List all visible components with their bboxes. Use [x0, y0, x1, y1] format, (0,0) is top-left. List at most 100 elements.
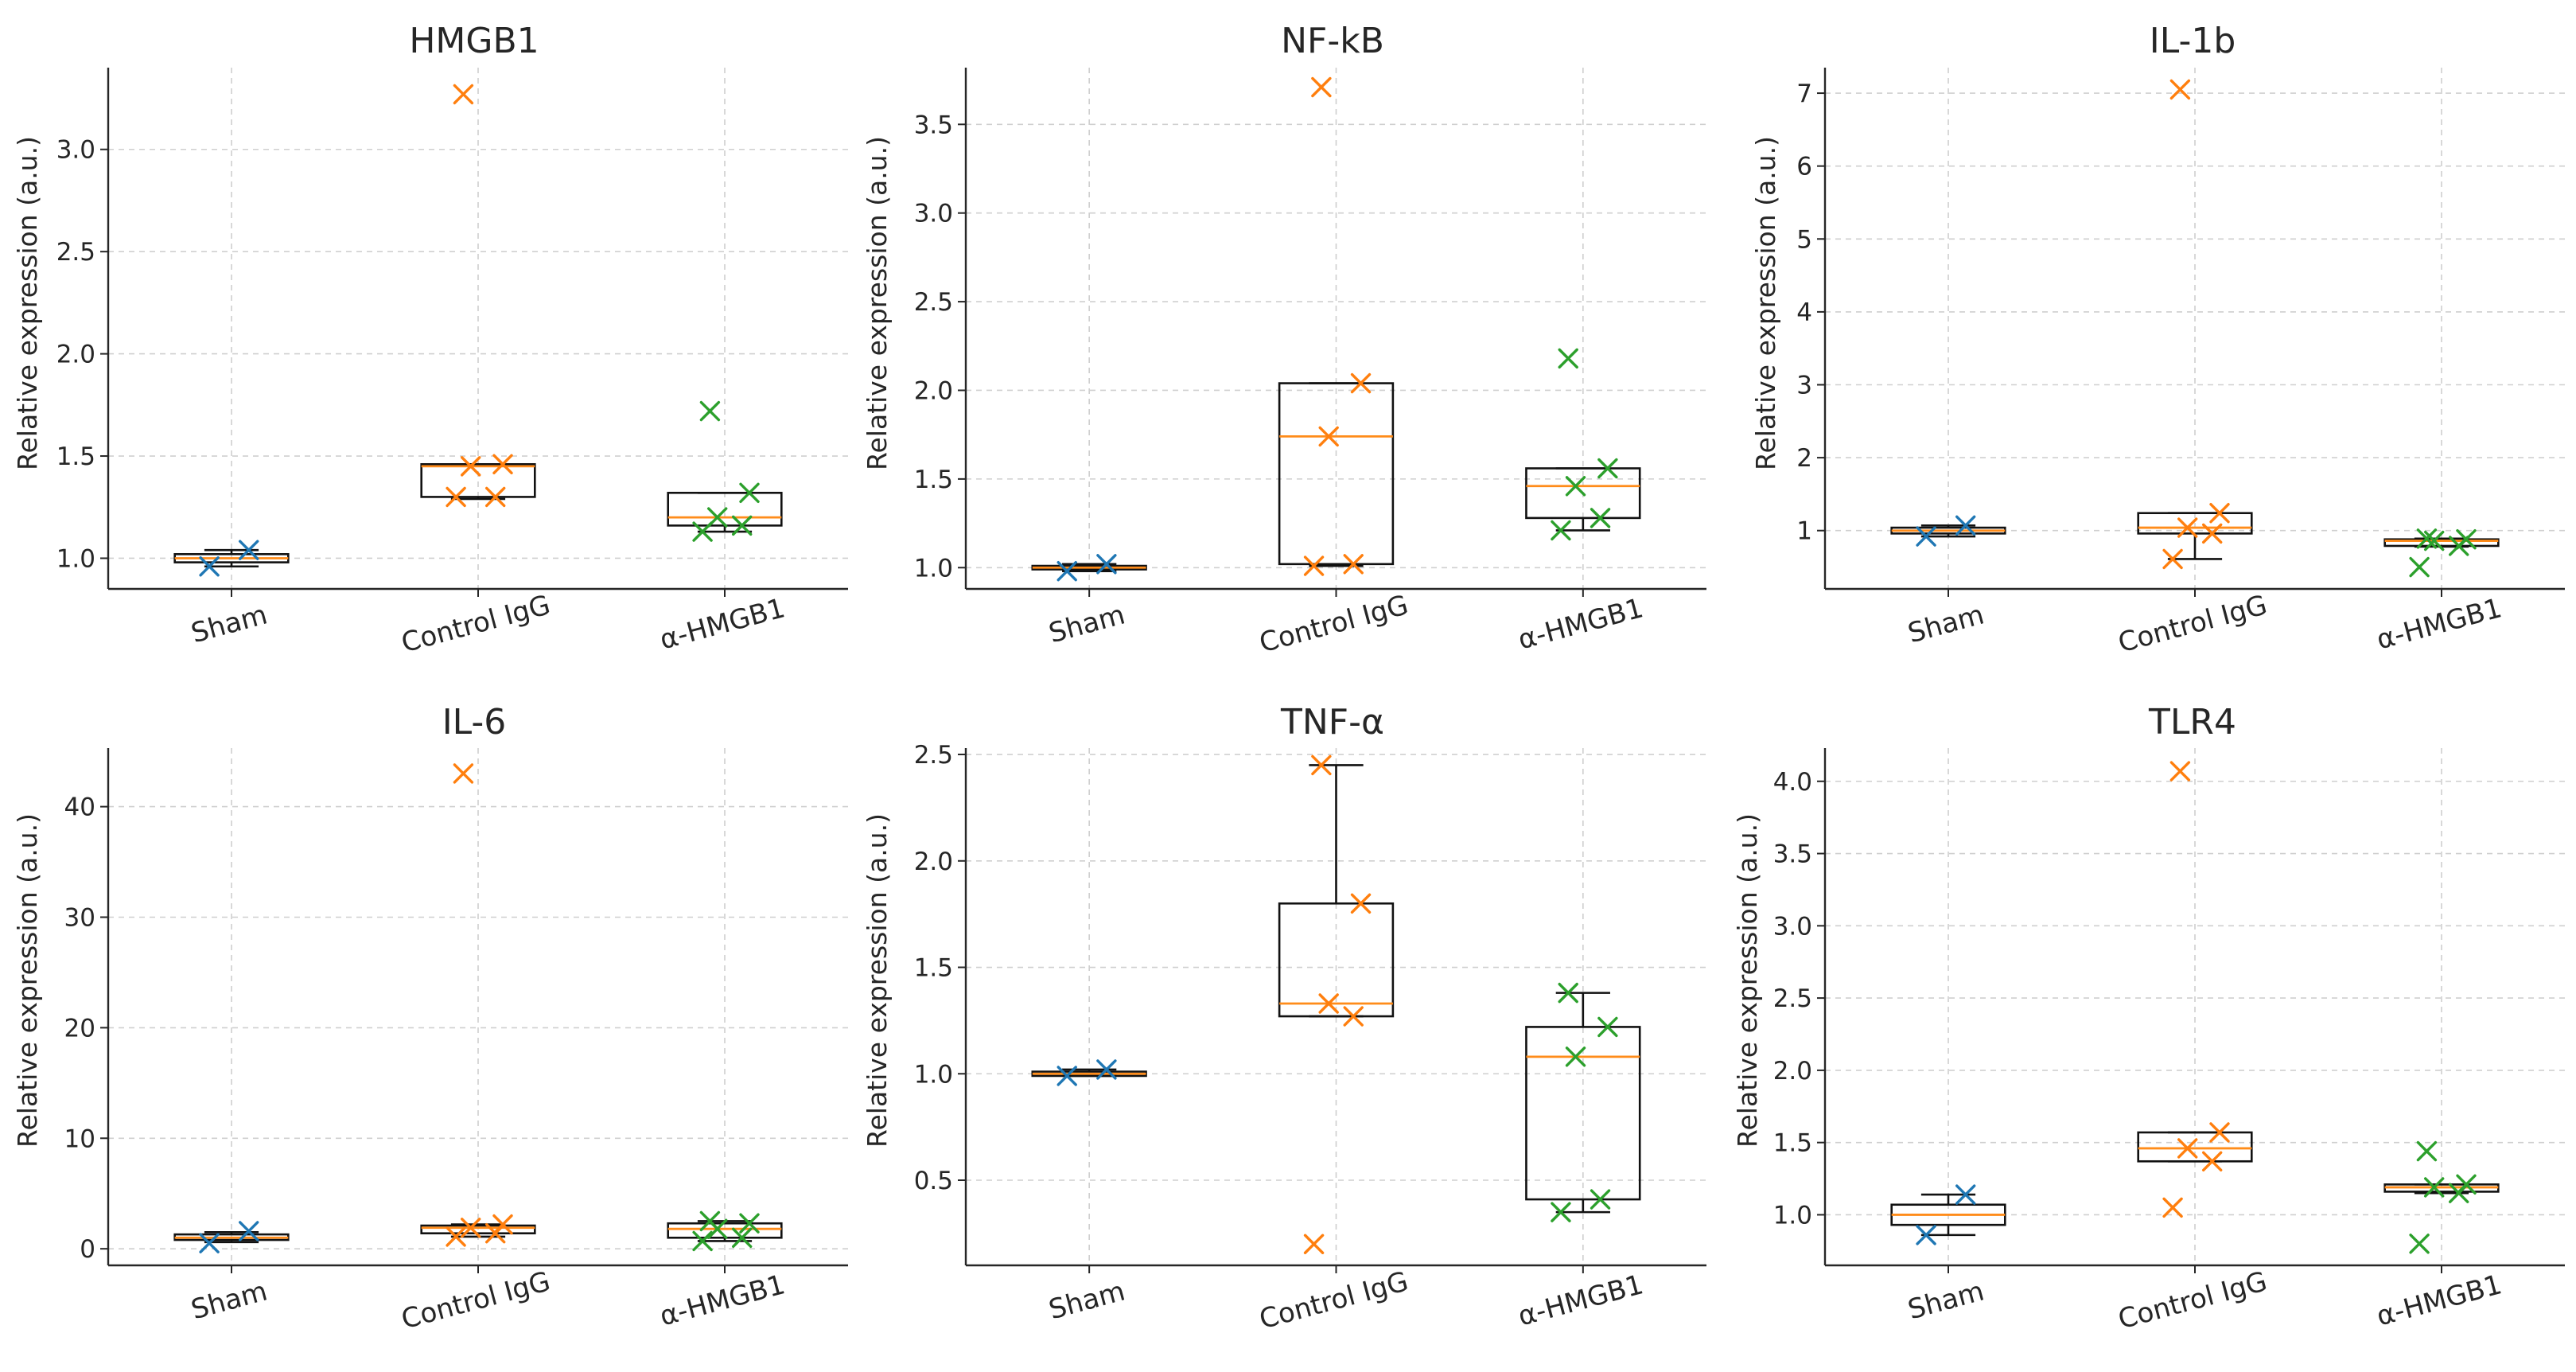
data-point-stroke — [1056, 1066, 1077, 1086]
data-point-sham — [1096, 554, 1117, 575]
data-point-stroke — [2456, 529, 2477, 550]
data-point-sham — [1916, 1225, 1936, 1245]
data-point-stroke — [2416, 528, 2438, 549]
data-point--hmgb1 — [707, 507, 728, 528]
data-point-stroke — [239, 540, 259, 560]
box-iqr — [1525, 1026, 1641, 1201]
x-tick-label: α-HMGB1 — [2373, 592, 2505, 656]
data-point-stroke — [707, 507, 728, 528]
data-point-stroke — [1551, 520, 1571, 541]
data-point-stroke — [2416, 1140, 2438, 1162]
y-tick-label: 2.0 — [56, 341, 95, 369]
data-point-control-igg — [1311, 76, 1332, 98]
data-point-stroke — [1551, 1202, 1571, 1222]
data-point-stroke — [739, 1213, 760, 1234]
data-point-stroke — [732, 1227, 753, 1248]
data-point-stroke — [2201, 523, 2223, 544]
y-tick-label: 1 — [1796, 517, 1812, 546]
data-point-control-igg — [446, 486, 466, 508]
x-tick-label: α-HMGB1 — [656, 1269, 788, 1332]
data-point-stroke — [1303, 1234, 1325, 1254]
data-point-stroke — [2423, 1177, 2445, 1198]
data-point--hmgb1 — [692, 1230, 713, 1252]
y-axis-label: Relative expression (a.u.) — [862, 813, 893, 1148]
panel-title: IL-6 — [442, 702, 507, 743]
x-tick-label: α-HMGB1 — [1515, 1269, 1647, 1332]
data-point--hmgb1 — [2416, 1140, 2438, 1162]
data-point-stroke — [1916, 1225, 1936, 1245]
y-tick-label: 30 — [64, 904, 95, 933]
data-point-sham — [199, 1233, 220, 1253]
x-tick-label: Control IgG — [398, 1265, 553, 1335]
data-point-stroke — [1343, 1006, 1364, 1027]
data-point--hmgb1 — [732, 515, 753, 536]
x-tick-label: Control IgG — [2115, 589, 2270, 659]
y-tick-label: 1.0 — [56, 544, 95, 573]
y-tick-label: 2.5 — [56, 238, 95, 267]
data-point-control-igg — [2201, 523, 2223, 544]
data-point-stroke — [2177, 1138, 2198, 1159]
y-tick-label: 1.5 — [56, 442, 95, 471]
data-point-stroke — [1303, 555, 1325, 576]
y-axis-label: Relative expression (a.u.) — [12, 136, 43, 470]
y-axis-label: Relative expression (a.u.) — [1750, 136, 1781, 470]
data-point--hmgb1 — [1565, 476, 1586, 497]
data-point--hmgb1 — [1558, 982, 1578, 1004]
y-axis-label: Relative expression (a.u.) — [12, 813, 43, 1148]
data-point--hmgb1 — [732, 1227, 753, 1248]
y-tick-label: 1.0 — [1773, 1201, 1812, 1230]
panel-nf-kb: NF-kB Relative expression (a.u.) 1.0 1.5 2… — [862, 21, 1706, 659]
data-point-stroke — [1565, 476, 1586, 497]
data-point--hmgb1 — [2423, 530, 2445, 552]
y-tick-label: 1.5 — [914, 466, 953, 494]
data-point-stroke — [1350, 893, 1372, 914]
data-point-control-igg — [1318, 993, 1339, 1014]
data-point-sham — [239, 1221, 259, 1241]
y-tick-label: 2 — [1796, 444, 1812, 473]
box-iqr — [1278, 902, 1395, 1018]
data-point-stroke — [446, 486, 466, 508]
data-point-stroke — [1565, 1047, 1586, 1067]
x-tick-label: α-HMGB1 — [2373, 1269, 2505, 1332]
y-tick-label: 3.5 — [914, 111, 953, 139]
data-point--hmgb1 — [1590, 508, 1611, 528]
data-point-control-igg — [453, 763, 474, 784]
data-point--hmgb1 — [1590, 1189, 1611, 1210]
data-point-sham — [1056, 1066, 1077, 1086]
data-point-control-igg — [2177, 517, 2198, 538]
data-point-stroke — [692, 1230, 713, 1252]
data-point-stroke — [492, 454, 513, 475]
data-point-stroke — [2169, 761, 2191, 781]
data-point-stroke — [2201, 1151, 2223, 1171]
data-point-control-igg — [453, 84, 474, 105]
panel-tlr4: TLR4 Relative expression (a.u.) 1.0 1.5 2.… — [1732, 702, 2565, 1335]
data-point-stroke — [1955, 1184, 1976, 1205]
data-point-control-igg — [1350, 372, 1372, 394]
y-tick-label: 0.5 — [914, 1167, 953, 1195]
data-point-control-igg — [2162, 1197, 2183, 1218]
data-point-control-igg — [1311, 754, 1332, 776]
box-iqr — [1278, 382, 1395, 566]
data-point--hmgb1 — [1558, 348, 1578, 369]
y-axis-label: Relative expression (a.u.) — [1732, 813, 1763, 1148]
y-tick-label: 1.0 — [914, 554, 953, 583]
data-point-control-igg — [446, 1226, 466, 1247]
data-point-stroke — [2409, 556, 2430, 578]
data-point-sham — [199, 556, 220, 577]
data-point-control-igg — [2169, 761, 2191, 781]
data-point-stroke — [1955, 515, 1976, 536]
data-point-sham — [239, 540, 259, 560]
data-point-stroke — [1916, 526, 1936, 547]
data-point-stroke — [1597, 1016, 1618, 1038]
panel-il-6: IL-6 Relative expression (a.u.) 0 10 20 30 4… — [12, 702, 848, 1335]
y-tick-label: 1.5 — [914, 954, 953, 983]
y-tick-label: 2.5 — [914, 741, 953, 770]
data-point-stroke — [1096, 1059, 1117, 1080]
y-tick-label: 10 — [64, 1124, 95, 1153]
data-point-control-igg — [1318, 426, 1339, 447]
y-tick-label: 3.0 — [1773, 912, 1812, 941]
x-tick-label: Sham — [1905, 1275, 1987, 1326]
box-iqr — [2137, 1131, 2253, 1163]
data-point-stroke — [1350, 372, 1372, 394]
